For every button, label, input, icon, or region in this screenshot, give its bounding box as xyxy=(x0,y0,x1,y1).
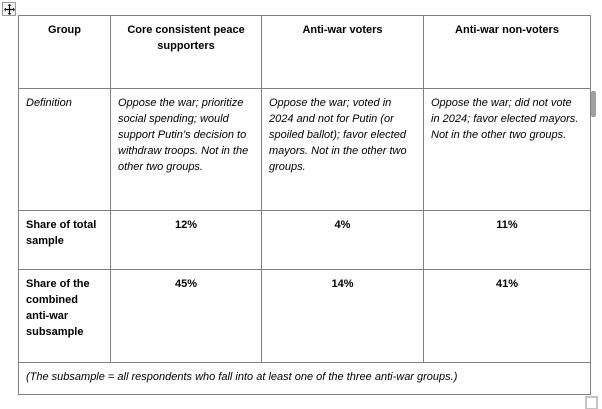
share-combined-core-supporters[interactable]: 45% xyxy=(110,269,262,363)
footnote-cell[interactable]: (The subsample = all respondents who fal… xyxy=(18,362,591,395)
share-total-row: Share of total sample 12% 4% 11% xyxy=(18,210,591,270)
header-cell-antiwar-voters[interactable]: Anti-war voters xyxy=(261,15,424,89)
definition-row-label[interactable]: Definition xyxy=(18,88,111,211)
share-combined-row: Share of the combined anti-war subsample… xyxy=(18,269,591,363)
share-total-core-supporters[interactable]: 12% xyxy=(110,210,262,270)
header-cell-core-supporters[interactable]: Core consistent peace supporters xyxy=(110,15,262,89)
definition-row: Definition Oppose the war; prioritize so… xyxy=(18,88,591,211)
scrollbar-thumb[interactable] xyxy=(591,91,596,117)
header-cell-antiwar-nonvoters[interactable]: Anti-war non-voters xyxy=(423,15,591,89)
share-total-row-label[interactable]: Share of total sample xyxy=(18,210,111,270)
share-total-antiwar-nonvoters[interactable]: 11% xyxy=(423,210,591,270)
definition-cell-antiwar-voters[interactable]: Oppose the war; voted in 2024 and not fo… xyxy=(261,88,424,211)
table-resize-handle[interactable] xyxy=(585,396,598,409)
definition-cell-core-supporters[interactable]: Oppose the war; prioritize social spendi… xyxy=(110,88,262,211)
move-arrows-icon xyxy=(3,3,15,15)
footnote-row: (The subsample = all respondents who fal… xyxy=(18,362,591,395)
share-combined-row-label[interactable]: Share of the combined anti-war subsample xyxy=(18,269,111,363)
table-header-row: Group Core consistent peace supporters A… xyxy=(18,15,591,89)
groups-table: Group Core consistent peace supporters A… xyxy=(18,15,591,395)
header-cell-group[interactable]: Group xyxy=(18,15,111,89)
share-combined-antiwar-voters[interactable]: 14% xyxy=(261,269,424,363)
definition-cell-antiwar-nonvoters[interactable]: Oppose the war; did not vote in 2024; fa… xyxy=(423,88,591,211)
share-total-antiwar-voters[interactable]: 4% xyxy=(261,210,424,270)
share-combined-antiwar-nonvoters[interactable]: 41% xyxy=(423,269,591,363)
table-move-handle[interactable] xyxy=(2,2,16,16)
